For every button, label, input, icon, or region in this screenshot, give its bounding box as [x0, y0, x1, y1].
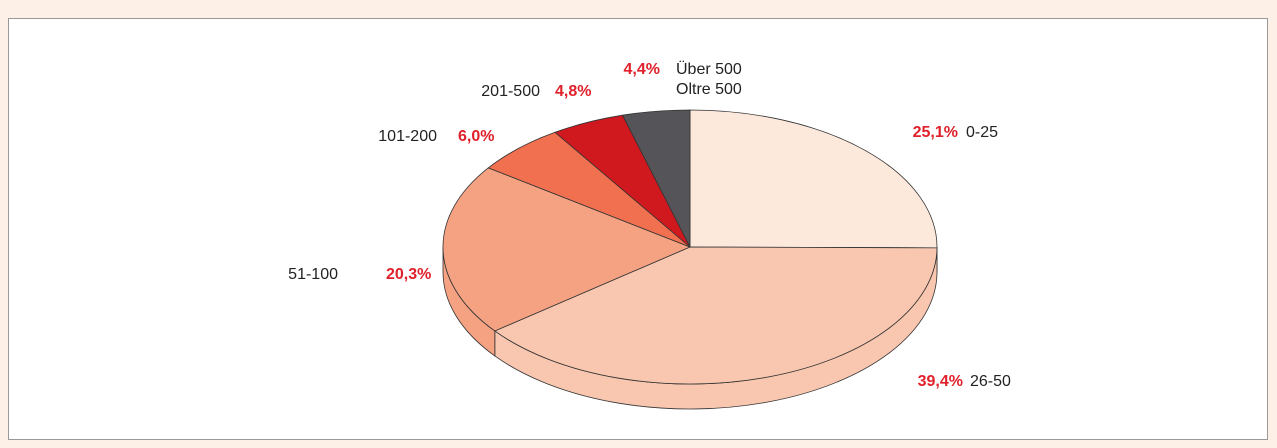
slice: [689, 109, 938, 249]
category-label: 201-500: [481, 83, 540, 100]
category-label: 51-100: [288, 266, 338, 283]
value-label: 4,8%: [555, 83, 591, 100]
value-label: 20,3%: [386, 266, 431, 283]
category-label: Über 500 Oltre 500: [676, 60, 742, 98]
slice: [621, 109, 691, 248]
category-label: 0-25: [966, 124, 998, 141]
slice: [442, 167, 692, 332]
value-label: 25,1%: [913, 124, 958, 141]
category-label: 26-50: [970, 373, 1011, 390]
value-label: 6,0%: [458, 128, 494, 145]
category-label: 101-200: [378, 128, 437, 145]
slice: [494, 246, 938, 385]
value-label: 4,4%: [624, 61, 660, 78]
value-label: 39,4%: [918, 373, 963, 390]
